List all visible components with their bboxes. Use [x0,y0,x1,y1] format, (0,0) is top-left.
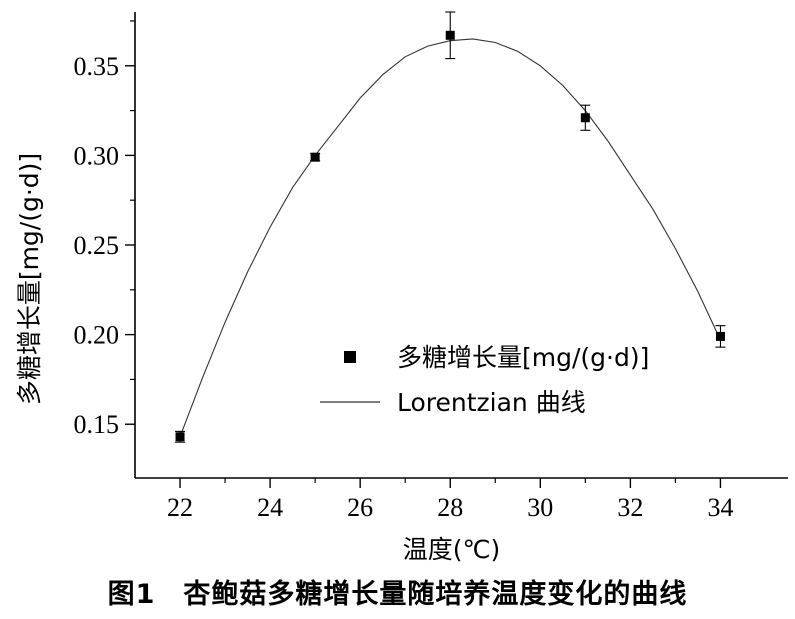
data-point [580,113,590,123]
x-tick-label: 26 [347,493,373,522]
x-tick-label: 30 [527,493,553,522]
figure-caption: 图1 杏鲍菇多糖增长量随培养温度变化的曲线 [107,579,688,610]
legend: 多糖增长量[mg/(g·d)] Lorentzian 曲线 [320,343,649,417]
y-tick-label: 0.20 [74,321,120,350]
legend-marker-square [344,351,356,363]
legend-label-fit: Lorentzian 曲线 [397,388,586,417]
x-tick-label: 22 [167,493,193,522]
data-point [310,152,320,162]
fit-curve-layer [179,38,721,437]
y-axis-title: 多糖增长量[mg/(g·d)] [15,153,44,405]
legend-label-points: 多糖增长量[mg/(g·d)] [397,343,649,372]
data-point [715,331,725,341]
x-axis-title: 温度(℃) [403,535,501,564]
chart: 22 24 26 28 30 32 34 0.15 0.20 0.25 0.30 0.35 多糖增长量… [15,11,788,564]
data-point [445,30,455,40]
axis-titles: 温度(℃) 多糖增长量[mg/(g·d)] [15,153,500,564]
chart-axes: 22 24 26 28 30 32 34 0.15 0.20 0.25 0.30 0.35 [74,12,788,522]
x-tick-label: 32 [617,493,643,522]
y-tick-label: 0.25 [74,231,120,260]
y-tick-label: 0.30 [74,141,120,170]
x-tick-label: 28 [437,493,463,522]
y-tick-label: 0.35 [74,52,120,81]
x-tick-label: 24 [257,493,283,522]
data-point [175,432,185,442]
data-points-layer [175,11,726,443]
y-tick-label: 0.15 [74,410,120,439]
x-tick-label: 34 [707,493,733,522]
fit-curve-line [179,38,721,437]
